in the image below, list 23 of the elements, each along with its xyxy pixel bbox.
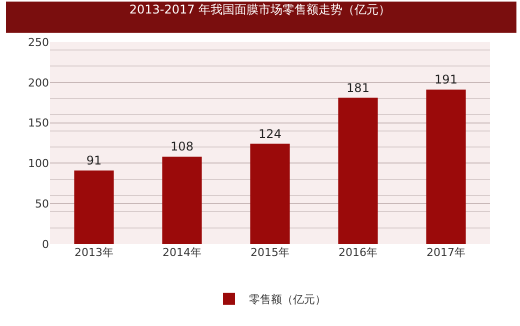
bar <box>162 156 202 244</box>
chart-title: 2013-2017 年我国面膜市场零售额走势（亿元） <box>129 2 391 16</box>
x-tick-label: 2014年 <box>162 246 202 259</box>
y-tick-label: 50 <box>35 197 49 210</box>
data-label: 108 <box>170 140 194 154</box>
y-tick-label: 200 <box>28 76 49 90</box>
y-tick-label: 100 <box>28 157 49 170</box>
data-label: 191 <box>434 72 458 87</box>
bar <box>74 170 114 244</box>
x-tick-label: 2017年 <box>426 246 466 259</box>
bar <box>250 144 290 244</box>
y-tick-label: 0 <box>42 238 49 251</box>
bar <box>426 90 466 244</box>
x-tick-label: 2016年 <box>338 246 378 259</box>
x-tick-label: 2013年 <box>74 246 114 259</box>
x-tick-label: 2015年 <box>250 246 290 259</box>
data-label: 181 <box>346 80 370 95</box>
legend-label: 零售额（亿元） <box>249 293 326 306</box>
bar <box>338 98 378 244</box>
data-label: 91 <box>86 153 102 168</box>
data-label: 124 <box>258 126 282 141</box>
y-tick-label: 150 <box>28 116 49 130</box>
y-tick-label: 250 <box>28 36 49 49</box>
